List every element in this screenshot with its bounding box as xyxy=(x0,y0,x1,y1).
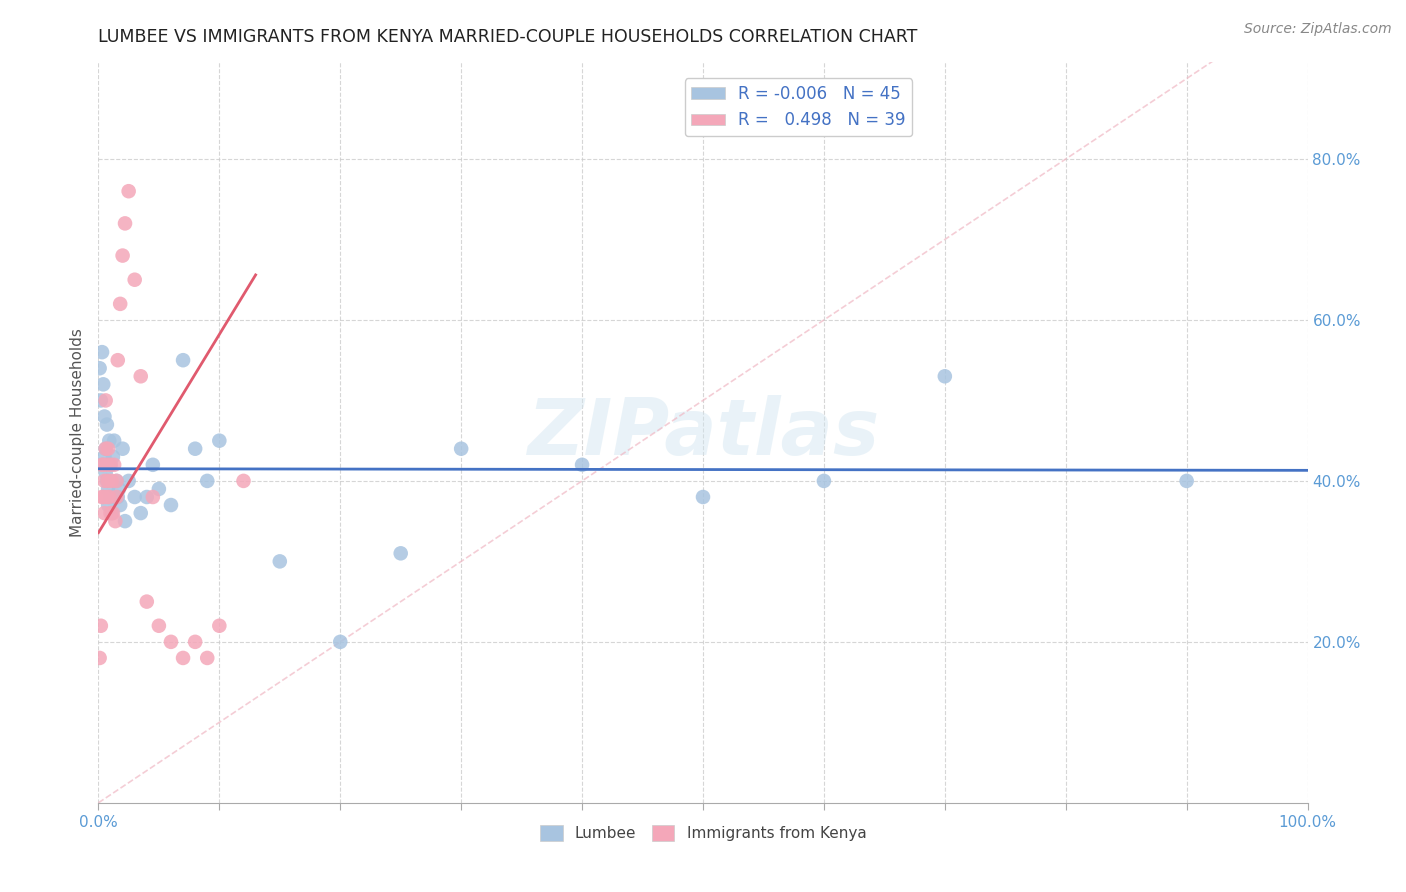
Point xyxy=(103,458,125,472)
Point xyxy=(184,635,207,649)
Point xyxy=(96,458,118,472)
Point xyxy=(172,353,194,368)
Point xyxy=(1175,474,1198,488)
Point xyxy=(172,651,194,665)
Point xyxy=(208,434,231,448)
Point xyxy=(97,442,120,456)
Point xyxy=(107,353,129,368)
Point xyxy=(208,619,231,633)
Legend: Lumbee, Immigrants from Kenya: Lumbee, Immigrants from Kenya xyxy=(533,819,873,847)
Point xyxy=(96,417,118,432)
Text: Source: ZipAtlas.com: Source: ZipAtlas.com xyxy=(1244,22,1392,37)
Point xyxy=(91,458,114,472)
Point xyxy=(124,490,146,504)
Point xyxy=(129,369,152,384)
Point xyxy=(97,474,120,488)
Point xyxy=(100,506,122,520)
Point xyxy=(142,490,165,504)
Point xyxy=(148,619,170,633)
Point xyxy=(195,651,218,665)
Point xyxy=(93,450,115,464)
Point xyxy=(100,458,122,472)
Point xyxy=(195,474,218,488)
Y-axis label: Married-couple Households: Married-couple Households xyxy=(69,328,84,537)
Point xyxy=(111,249,134,263)
Point xyxy=(93,409,115,424)
Point xyxy=(232,474,254,488)
Point xyxy=(107,490,129,504)
Point xyxy=(124,273,146,287)
Point xyxy=(101,506,124,520)
Point xyxy=(269,554,291,568)
Point xyxy=(97,498,120,512)
Point xyxy=(100,506,122,520)
Point xyxy=(118,474,141,488)
Point xyxy=(91,490,114,504)
Point xyxy=(97,482,120,496)
Point xyxy=(103,434,125,448)
Point xyxy=(160,498,183,512)
Point xyxy=(105,474,128,488)
Point xyxy=(389,546,412,560)
Point xyxy=(91,458,114,472)
Point xyxy=(118,184,141,198)
Point xyxy=(100,458,122,472)
Point xyxy=(105,474,128,488)
Point xyxy=(329,635,352,649)
Point xyxy=(108,482,131,496)
Point xyxy=(94,442,117,456)
Point xyxy=(111,442,134,456)
Point xyxy=(114,216,136,230)
Point xyxy=(142,458,165,472)
Point xyxy=(450,442,472,456)
Point xyxy=(98,490,121,504)
Text: LUMBEE VS IMMIGRANTS FROM KENYA MARRIED-COUPLE HOUSEHOLDS CORRELATION CHART: LUMBEE VS IMMIGRANTS FROM KENYA MARRIED-… xyxy=(98,28,918,45)
Point xyxy=(89,651,111,665)
Point xyxy=(91,458,114,472)
Point xyxy=(105,490,128,504)
Point xyxy=(98,434,121,448)
Point xyxy=(104,514,127,528)
Point xyxy=(571,458,593,472)
Point xyxy=(160,635,183,649)
Point xyxy=(96,490,118,504)
Point xyxy=(100,490,122,504)
Point xyxy=(94,442,117,456)
Point xyxy=(692,490,714,504)
Point xyxy=(934,369,956,384)
Point xyxy=(100,474,122,488)
Point xyxy=(108,498,131,512)
Point xyxy=(90,393,112,408)
Point xyxy=(89,361,111,376)
Point xyxy=(91,345,114,359)
Point xyxy=(91,377,114,392)
Point xyxy=(90,619,112,633)
Text: ZIPatlas: ZIPatlas xyxy=(527,394,879,471)
Point xyxy=(93,506,115,520)
Point xyxy=(813,474,835,488)
Point xyxy=(184,442,207,456)
Point xyxy=(94,393,117,408)
Point xyxy=(114,514,136,528)
Point xyxy=(101,450,124,464)
Point xyxy=(135,490,157,504)
Point xyxy=(108,297,131,311)
Point xyxy=(135,594,157,608)
Point xyxy=(129,506,152,520)
Point xyxy=(148,482,170,496)
Point xyxy=(91,490,114,504)
Point xyxy=(94,466,117,480)
Point xyxy=(96,474,118,488)
Point xyxy=(93,474,115,488)
